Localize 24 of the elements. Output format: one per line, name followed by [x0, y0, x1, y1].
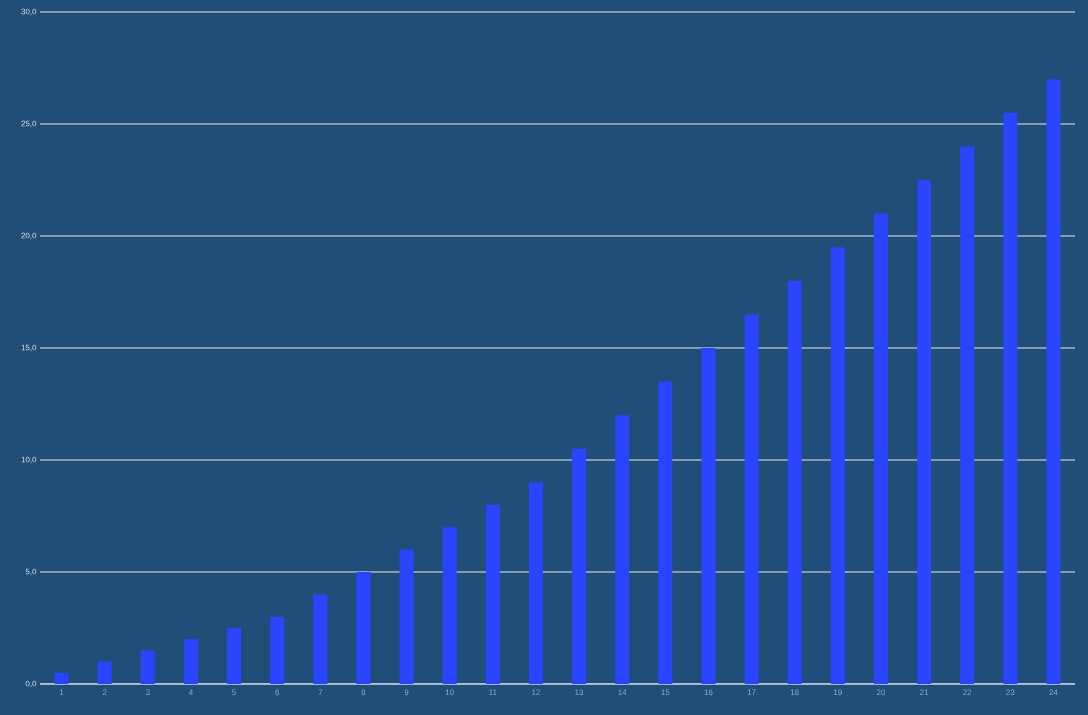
bar: [744, 314, 759, 684]
bar: [313, 594, 328, 684]
bar: [787, 280, 802, 684]
bar: [960, 146, 975, 684]
bar: [917, 179, 932, 684]
bar: [615, 415, 630, 684]
bar: [140, 650, 155, 684]
bar: [873, 213, 888, 684]
bar: [658, 381, 673, 684]
bar: [572, 448, 587, 684]
bar: [97, 661, 112, 684]
bar: [1046, 79, 1061, 684]
bar: [183, 639, 198, 684]
bar: [54, 672, 69, 684]
bar: [399, 549, 414, 684]
bar: [227, 627, 242, 684]
bar: [270, 616, 285, 684]
bar: [442, 527, 457, 684]
bar: [1003, 112, 1018, 684]
bar: [528, 482, 543, 684]
bar: [356, 571, 371, 684]
bar: [485, 504, 500, 684]
bar: [830, 247, 845, 684]
bar: [701, 347, 716, 684]
